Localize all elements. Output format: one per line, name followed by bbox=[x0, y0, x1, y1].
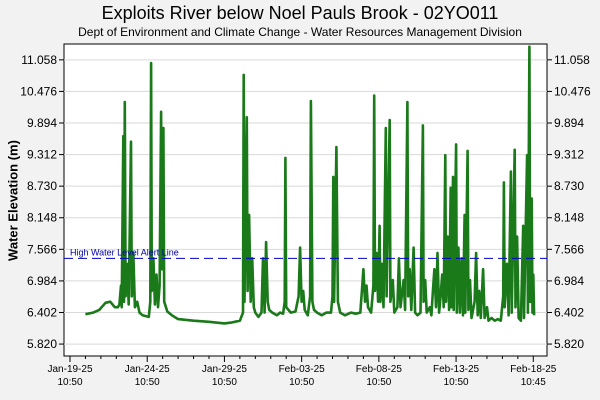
x-tick-time: 10:50 bbox=[366, 377, 391, 388]
y-tick-label: 5.820 bbox=[554, 337, 584, 351]
y-tick-label: 11.058 bbox=[554, 53, 590, 67]
x-tick-date: Jan-29-25 bbox=[202, 364, 247, 375]
x-tick-time: 10:50 bbox=[444, 377, 469, 388]
y-tick-label: 10.476 bbox=[20, 84, 57, 98]
y-tick-label: 8.730 bbox=[554, 179, 584, 193]
x-tick-time: 10:50 bbox=[135, 377, 160, 388]
y-axis-left: 5.820 6.402 6.984 7.566 8.148 8.730 9.312 9.894… bbox=[20, 53, 64, 351]
alert-line-label: High Water Level Alert Line bbox=[70, 247, 179, 257]
y-tick-label: 9.312 bbox=[27, 148, 57, 162]
y-tick-label: 9.312 bbox=[554, 148, 584, 162]
y-tick-label: 7.566 bbox=[554, 242, 584, 256]
x-axis: Jan-19-25 10:50 Jan-24-25 10:50 Jan-29-25 10:… bbox=[47, 356, 557, 388]
y-tick-label: 6.984 bbox=[554, 274, 584, 288]
y-tick-label: 10.476 bbox=[554, 84, 591, 98]
x-tick-date: Feb-18-25 bbox=[510, 364, 557, 375]
x-tick-time: 10:50 bbox=[212, 377, 237, 388]
y-tick-label: 6.402 bbox=[27, 305, 57, 319]
x-tick-time: 10:50 bbox=[57, 377, 82, 388]
alert-group: High Water Level Alert Line bbox=[64, 247, 547, 259]
y-tick-label: 8.148 bbox=[554, 211, 584, 225]
x-tick-date: Feb-13-25 bbox=[433, 364, 480, 375]
series-line bbox=[85, 45, 536, 325]
x-tick-time: 10:50 bbox=[289, 377, 314, 388]
x-tick-date: Jan-19-25 bbox=[47, 364, 92, 375]
x-tick-date: Feb-03-25 bbox=[279, 364, 326, 375]
x-tick-time: 10:45 bbox=[521, 377, 546, 388]
y-tick-label: 8.148 bbox=[27, 211, 57, 225]
series-group bbox=[85, 45, 536, 325]
chart-title: Exploits River below Noel Pauls Brook - … bbox=[101, 3, 499, 23]
y-tick-label: 5.820 bbox=[27, 337, 57, 351]
y-axis-right: 5.820 6.402 6.984 7.566 8.148 8.730 9.312 9.894… bbox=[547, 53, 591, 351]
x-tick-date: Jan-24-25 bbox=[125, 364, 170, 375]
chart-subtitle: Dept of Environment and Climate Change -… bbox=[78, 25, 522, 39]
y-tick-label: 6.984 bbox=[27, 274, 57, 288]
y-tick-label: 11.058 bbox=[21, 53, 57, 67]
y-tick-label: 6.402 bbox=[554, 305, 584, 319]
x-tick-date: Feb-08-25 bbox=[356, 364, 403, 375]
y-tick-label: 9.894 bbox=[554, 116, 584, 130]
y-tick-label: 8.730 bbox=[27, 179, 57, 193]
y-tick-label: 9.894 bbox=[27, 116, 57, 130]
y-tick-label: 7.566 bbox=[27, 242, 57, 256]
